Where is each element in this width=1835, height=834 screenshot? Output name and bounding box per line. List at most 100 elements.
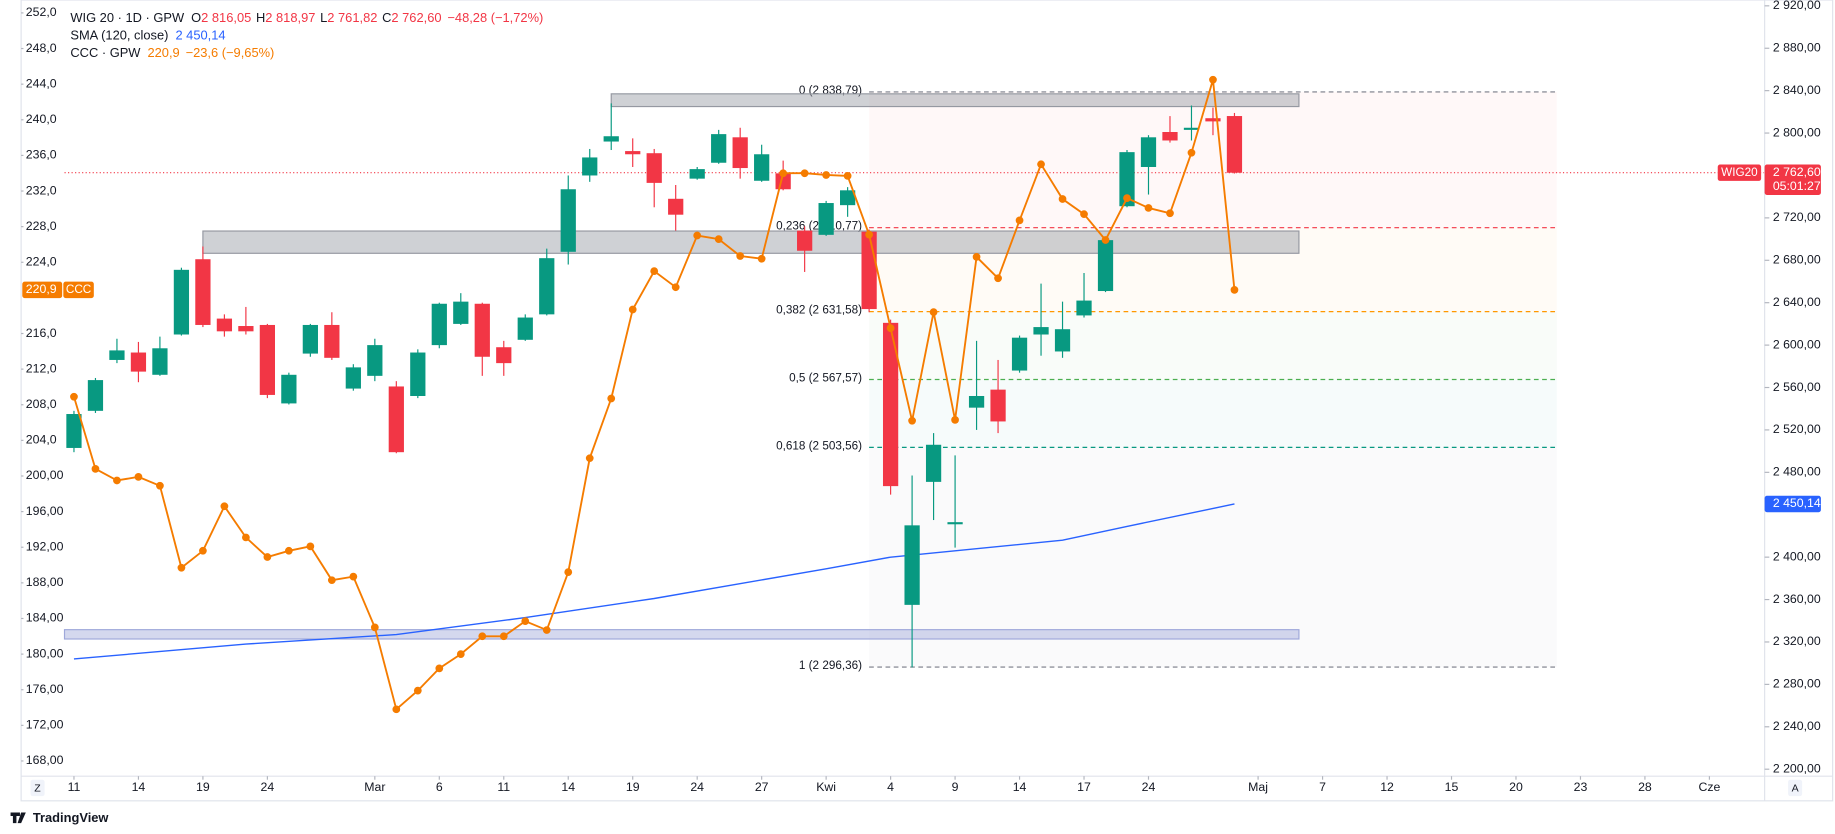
candle-body [560,189,576,252]
change: −48,28 (−1,72%) [447,10,543,25]
y2-tick-label: 168,00 [26,753,64,767]
y-tick-label: 2 360,00 [1773,592,1821,606]
label: C [382,10,391,25]
button[interactable] [30,779,45,797]
candle-body [603,136,619,142]
candle-body [1054,329,1071,352]
x-tick-label: 14 [132,780,146,794]
legend-row: CCC · GPW 220,9 −23,6 (−9,65%) [70,45,274,60]
ccc-point [994,274,1002,283]
candle-body [130,352,147,372]
button-label[interactable]: Z [34,782,41,794]
symbol-tag-label: CCC [66,283,92,296]
candle-body [1119,152,1135,207]
footer: Z A TradingView [10,779,1803,825]
candle-body [238,326,254,332]
candle-body [474,303,490,357]
price-tag-label: 2 762,60 [1773,165,1821,179]
value: 220,9 [147,45,179,60]
ccc-point [1187,148,1196,157]
candle-body [968,395,985,408]
candle-body [861,231,877,310]
x-tick-label: 12 [1380,780,1394,794]
ccc-point [714,235,723,243]
y2-tick-label: 180,00 [26,646,64,660]
y2-tick-label: 200,00 [26,468,64,482]
countdown-label: 05:01:27 [1773,179,1821,193]
zone [63,629,1300,640]
candle-body [195,259,211,325]
ccc-point [542,626,551,634]
candle-body [281,374,297,404]
candle-body [259,324,275,395]
x-tick-label: 28 [1638,780,1652,794]
y-tick-label: 2 520,00 [1773,422,1821,436]
price-tag-label: 220,9 [26,282,57,296]
symbol-tag [1717,164,1762,181]
ccc-point [671,283,680,292]
plot-area: 0 (2 838,79)0,236 (2 710,77)0,382 (2 631… [63,75,1765,714]
button-label[interactable]: A [1792,782,1800,794]
x-tick-label: 20 [1509,780,1523,794]
ccc-point [392,705,401,714]
x-tick-label: 15 [1445,780,1459,794]
ccc-point [1058,195,1067,203]
y-tick-label: 2 640,00 [1773,295,1821,309]
x-tick-label: 7 [1319,780,1326,794]
ccc-point [478,632,487,641]
symbol-tag [63,281,94,299]
x-tick-label: 11 [497,780,510,794]
symbol: WIG 20 · 1D · GPW [70,10,185,25]
sma-line [73,503,1235,660]
brand: TradingView [33,810,110,825]
ccc-point [843,172,852,180]
ccc-point [113,476,121,485]
ccc-point [242,533,250,542]
ccc-point [435,664,444,673]
candle-body [496,347,512,364]
candle-body [1162,131,1178,141]
y-tick-label: 2 200,00 [1773,761,1821,775]
x-tick-label: Kwi [816,780,836,794]
candle-body [216,318,233,332]
y-tick-label: 2 880,00 [1773,40,1821,54]
zone [610,93,1300,108]
y-tick-label: 2 480,00 [1773,465,1821,479]
y-tick-label: 2 840,00 [1773,83,1821,97]
legend-row: WIG 20 · 1D · GPW O2 816,05 H2 818,97 L2 76… [70,10,543,25]
ccc-point [306,542,315,551]
y-tick-label: 2 320,00 [1773,634,1821,648]
y2-tick-label: 204,0 [26,433,57,447]
fib-fill [869,312,1557,380]
x-tick-label: 27 [755,780,769,794]
x-tick-label: 6 [436,780,443,794]
x-tick-label: 17 [1077,780,1091,794]
y2-tick-label: 172,00 [26,718,64,732]
candle-body [797,230,813,251]
legend-row: SMA (120, close) 2 450,14 [70,28,225,43]
y-tick-label: 2 920,00 [1773,0,1821,12]
y-tick-label: 2 280,00 [1773,677,1821,691]
y2-tick-label: 228,0 [26,219,57,233]
ccc-point [263,553,272,561]
candle-body [646,153,662,183]
candle-body [925,444,942,482]
candle-body [1011,337,1028,371]
ccc-point [284,546,293,555]
button[interactable] [1788,779,1803,797]
y2-tick-label: 224,0 [26,255,57,269]
ccc-point [327,576,336,585]
candle-body [173,269,190,335]
ccc-point [736,252,745,260]
y-tick-label: 2 600,00 [1773,337,1821,351]
y-tick-label: 2 800,00 [1773,125,1821,139]
y2-tick-label: 216,0 [26,326,57,340]
fib-label: 0,5 (2 567,57) [789,371,862,384]
ccc-point [1101,236,1110,244]
candle-body [152,348,168,375]
candle-body [517,317,533,340]
ccc-point [349,572,358,581]
label: H [256,10,265,25]
ccc-point [693,231,702,240]
y2-tick-label: 208,0 [26,397,57,411]
